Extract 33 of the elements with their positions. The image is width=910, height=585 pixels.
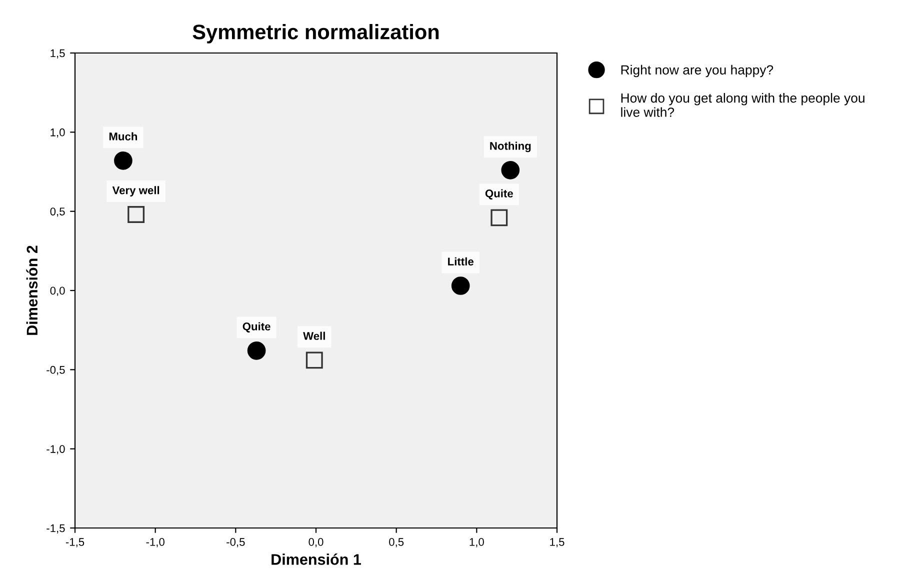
- x-tick-label: -1,0: [146, 538, 164, 548]
- chart-title: Symmetric normalization: [192, 24, 439, 44]
- point: [128, 206, 145, 223]
- annotation: Nothing: [490, 142, 531, 152]
- x-tick-label: 1,0: [470, 538, 484, 548]
- point: [306, 352, 323, 369]
- x-tick-label: -0,5: [226, 538, 245, 548]
- y-axis-title: Dimensión 2: [26, 246, 38, 335]
- point: [247, 342, 266, 360]
- x-tick-label: 1,5: [550, 538, 564, 548]
- annotation: Much: [109, 132, 138, 140]
- x-axis-title: Dimensión 1: [272, 554, 361, 565]
- annotation: Little: [448, 257, 474, 266]
- annotation: Quite: [485, 189, 513, 200]
- x-tick-label: 0,5: [389, 538, 404, 548]
- x-tick-label: -1,5: [66, 538, 84, 548]
- legend-label: How do you get along with the people you live with?: [621, 93, 864, 117]
- y-tick-label: 1,0: [50, 128, 65, 138]
- annotation: Quite: [242, 322, 270, 332]
- y-tick-label: -0,5: [46, 366, 65, 376]
- y-tick-label: 0,0: [50, 286, 65, 296]
- y-tick-label: -1,0: [46, 445, 65, 454]
- point: [451, 276, 470, 295]
- legend-label: Right now are you happy?: [621, 64, 774, 78]
- point: [114, 152, 132, 170]
- x-tick-label: 0,0: [308, 538, 324, 548]
- y-tick-label: 1,5: [50, 49, 65, 58]
- point: [501, 161, 520, 180]
- annotation: Very well: [112, 186, 160, 196]
- point: [490, 209, 508, 226]
- y-tick-label: 0,5: [50, 208, 65, 217]
- y-tick-label: -1,5: [46, 524, 65, 534]
- annotation: Well: [303, 332, 325, 340]
